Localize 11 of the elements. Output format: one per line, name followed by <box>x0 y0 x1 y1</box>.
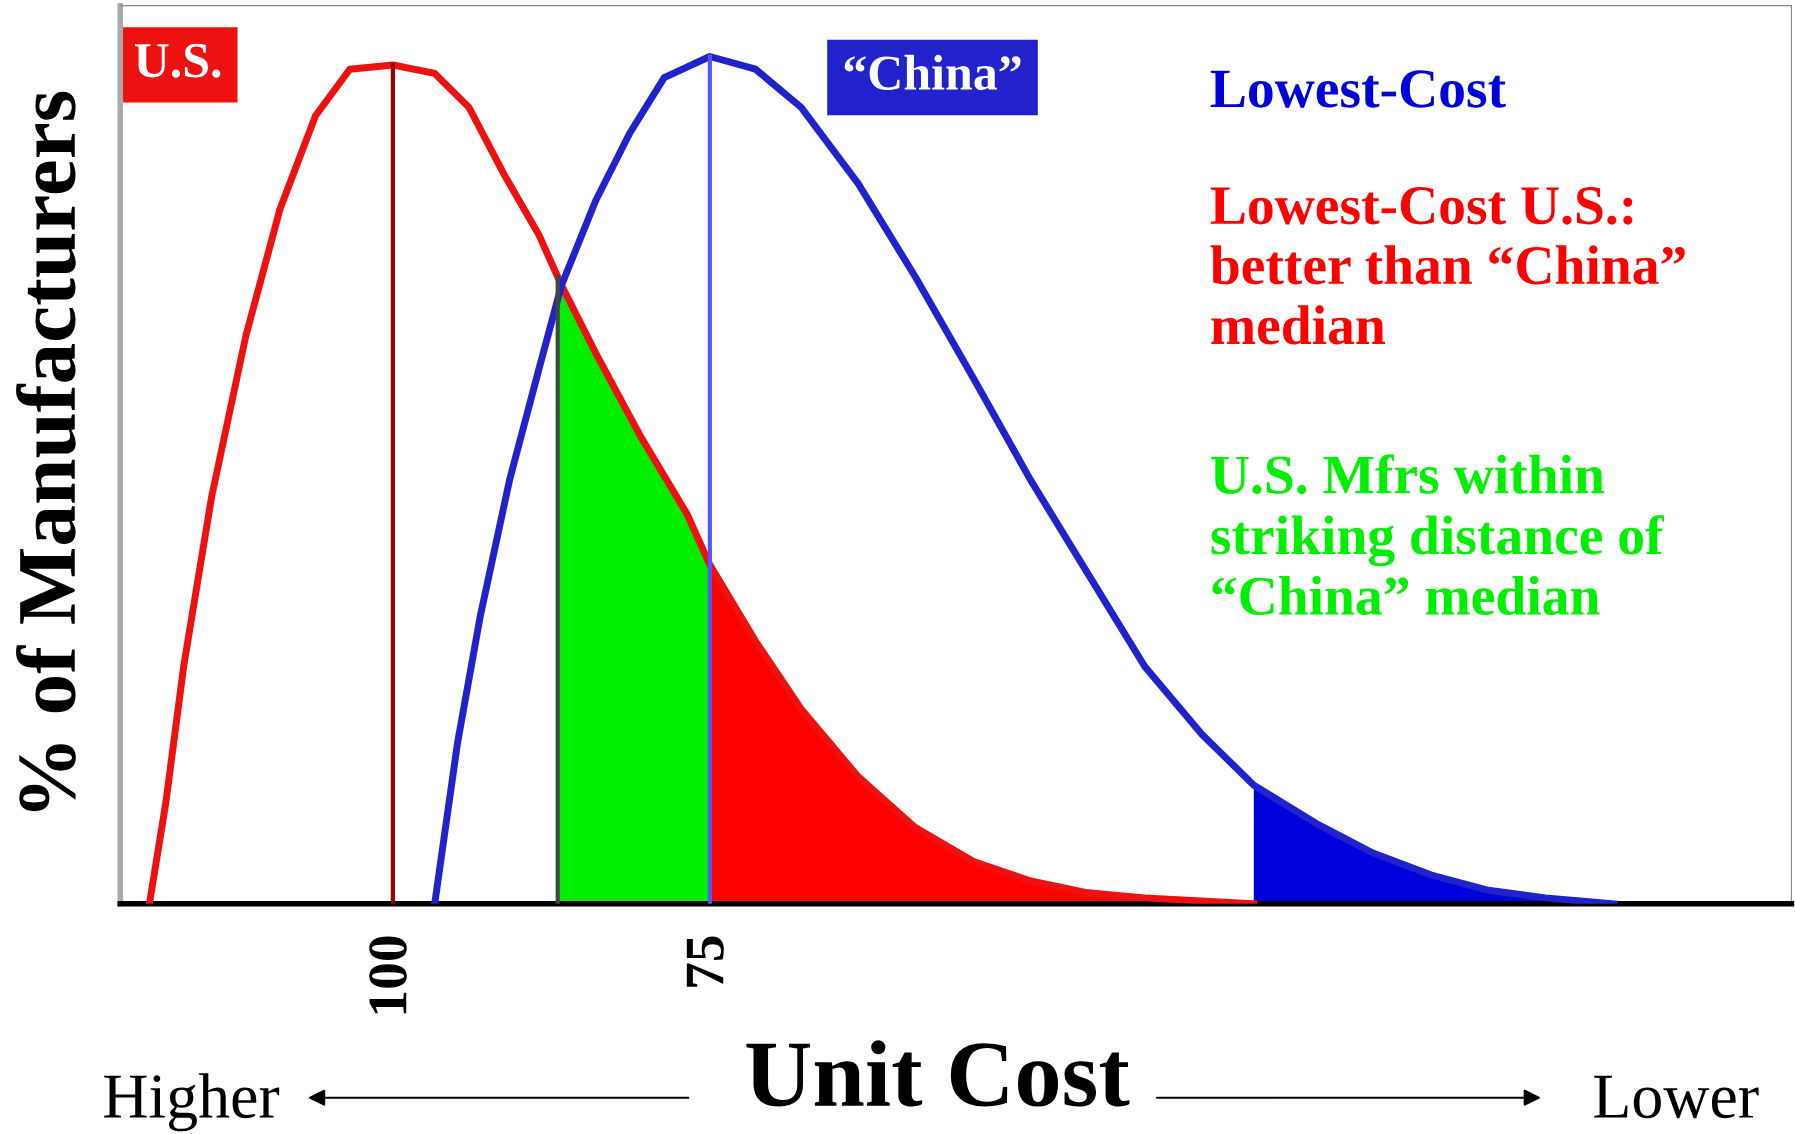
series-label: “China” <box>844 54 1021 91</box>
y-axis-title: % of Manufacturers <box>16 91 76 812</box>
text: U.S. Mfrs within striking distance of “China” median <box>1211 454 1665 616</box>
text: Lowest-Cost U.S.: better than “China” median <box>1210 187 1685 345</box>
x-tick-label: 100 <box>369 936 407 1014</box>
x-axis-title: Unit Cost <box>746 1040 1130 1107</box>
text: Higher <box>104 1073 280 1132</box>
text: Lowest-Cost <box>1210 70 1506 108</box>
text: U.S. <box>134 43 221 78</box>
text: Lower <box>1594 1075 1759 1119</box>
x-tick-label: 75 <box>686 936 724 987</box>
